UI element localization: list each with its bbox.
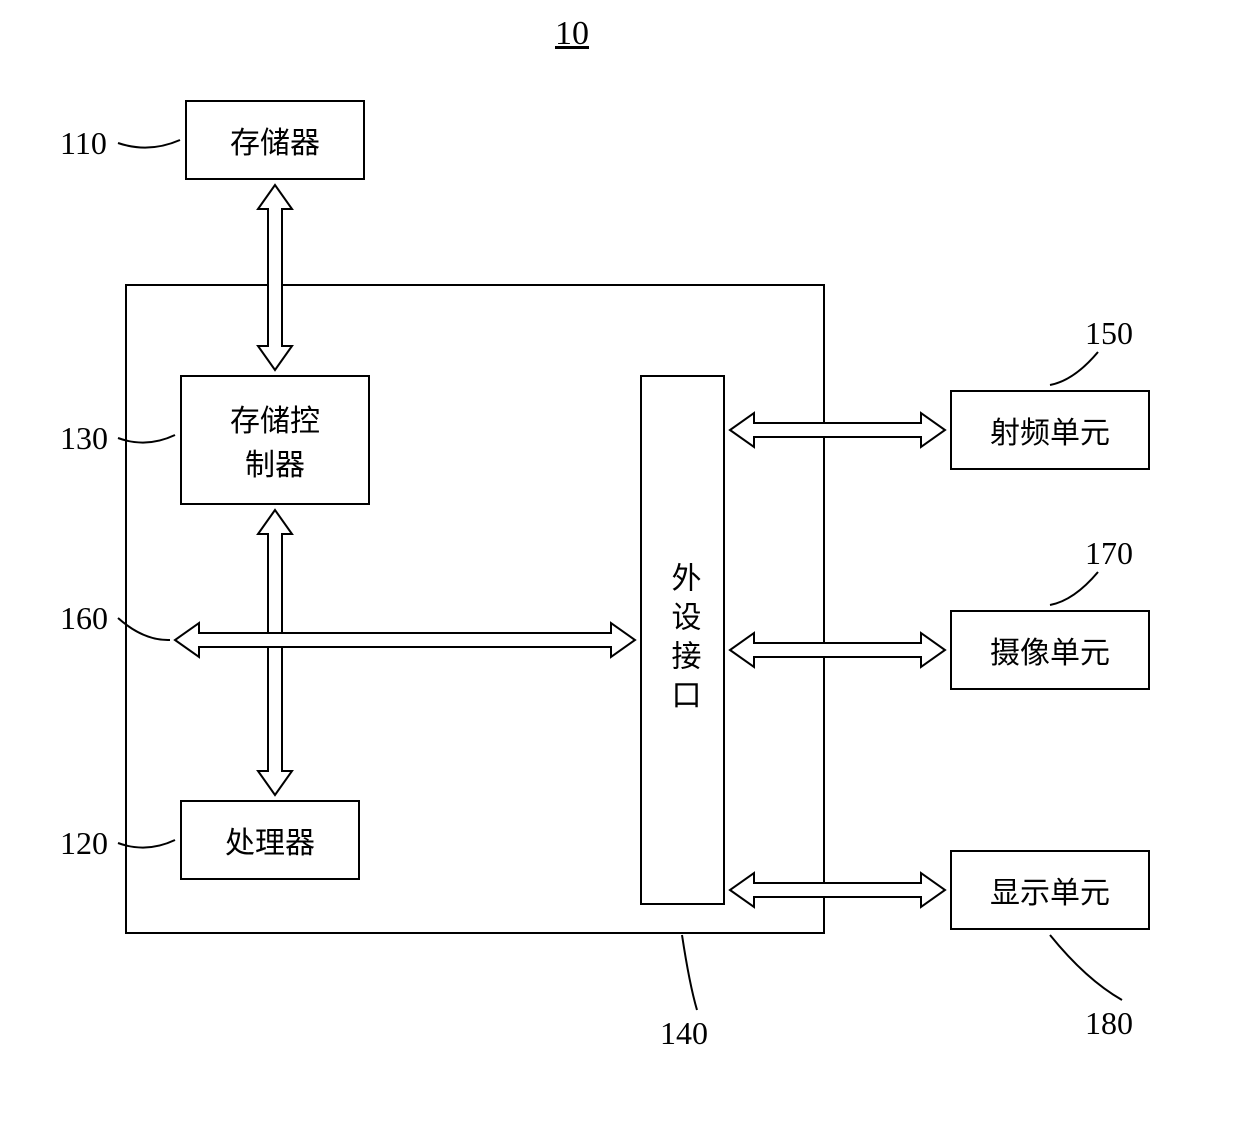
leader-180 (1050, 935, 1122, 1000)
arrow-periph-to-cam (730, 633, 945, 667)
arrow-ctrl-to-periph (175, 623, 635, 657)
arrow-periph-to-rf (730, 413, 945, 447)
leader-130 (118, 435, 175, 443)
leader-150 (1050, 352, 1098, 385)
leader-140 (682, 935, 697, 1010)
leader-120 (118, 840, 175, 848)
leader-110 (118, 140, 180, 148)
leader-170 (1050, 572, 1098, 605)
arrow-periph-to-disp (730, 873, 945, 907)
arrow-ctrl-to-proc (258, 510, 292, 795)
connectors-layer (0, 0, 1240, 1122)
arrow-mem-to-ctrl (258, 185, 292, 370)
leader-160 (118, 618, 170, 640)
